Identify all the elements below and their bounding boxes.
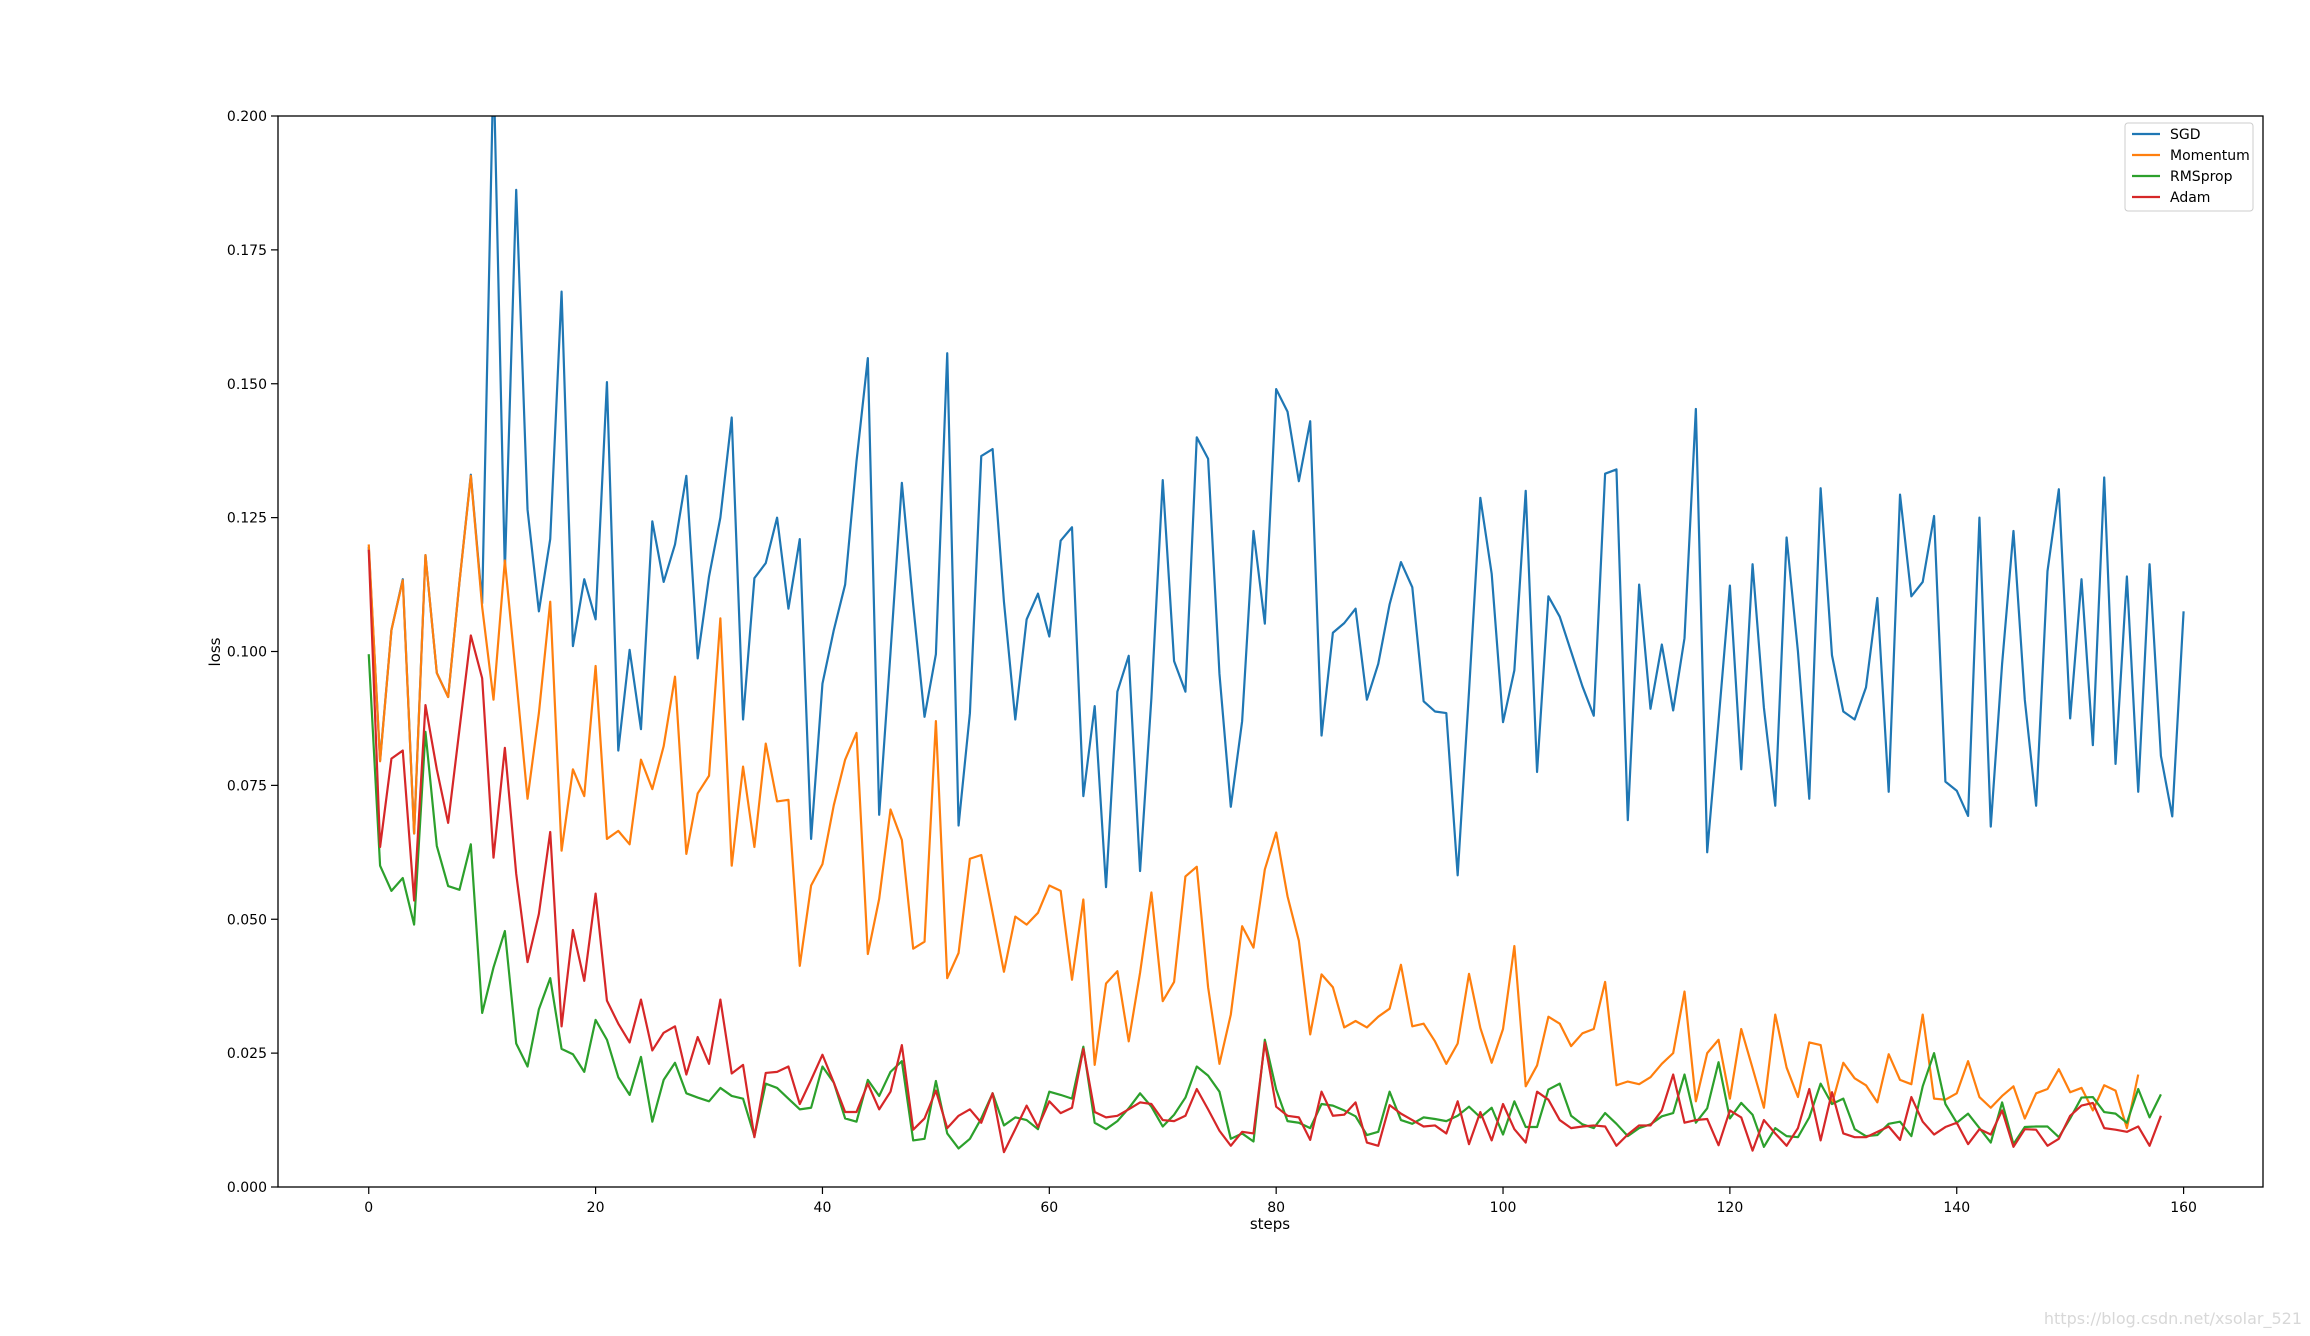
- x-tick-label: 140: [1943, 1200, 1970, 1216]
- legend-box: [2124, 122, 2254, 212]
- series-line-sgd: [367, 116, 2185, 889]
- series-lines: [367, 116, 2185, 1154]
- legend-label-momentum: Momentum: [2170, 148, 2250, 164]
- series-line-adam: [367, 549, 2162, 1154]
- series-line-rmsprop: [367, 654, 2162, 1150]
- x-tick-label: 120: [1717, 1200, 1744, 1216]
- watermark-text: https://blog.csdn.net/xsolar_521: [2044, 1309, 2302, 1329]
- x-tick-label: 20: [587, 1200, 605, 1216]
- legend-label-sgd: SGD: [2170, 127, 2201, 143]
- y-axis-label: loss: [206, 637, 224, 666]
- y-tick-label: 0.000: [227, 1180, 267, 1196]
- y-axis-ticks: 0.000 0.025 0.050 0.075 0.100 0.125 0.150 0.175…: [227, 109, 278, 1196]
- x-axis-label: steps: [1250, 1215, 1290, 1233]
- x-tick-label: 160: [2170, 1200, 2197, 1216]
- legend-label-adam: Adam: [2170, 190, 2210, 206]
- y-tick-label: 0.175: [227, 243, 267, 259]
- y-tick-label: 0.100: [227, 645, 267, 661]
- y-tick-label: 0.050: [227, 912, 267, 928]
- y-tick-label: 0.200: [227, 109, 267, 125]
- y-tick-label: 0.125: [227, 511, 267, 527]
- y-tick-label: 0.025: [227, 1046, 267, 1062]
- legend-label-rmsprop: RMSprop: [2170, 169, 2233, 185]
- x-tick-label: 0: [364, 1200, 373, 1216]
- legend: SGD Momentum RMSprop Adam: [2124, 122, 2254, 212]
- x-axis-ticks: 0 20 40 60 80 100 120 140 160: [364, 1187, 2197, 1216]
- x-tick-label: 100: [1490, 1200, 1517, 1216]
- x-tick-label: 60: [1040, 1200, 1058, 1216]
- x-tick-label: 40: [814, 1200, 832, 1216]
- x-tick-label: 80: [1267, 1200, 1285, 1216]
- y-tick-label: 0.150: [227, 377, 267, 393]
- y-tick-label: 0.075: [227, 778, 267, 794]
- series-line-momentum: [367, 474, 2140, 1130]
